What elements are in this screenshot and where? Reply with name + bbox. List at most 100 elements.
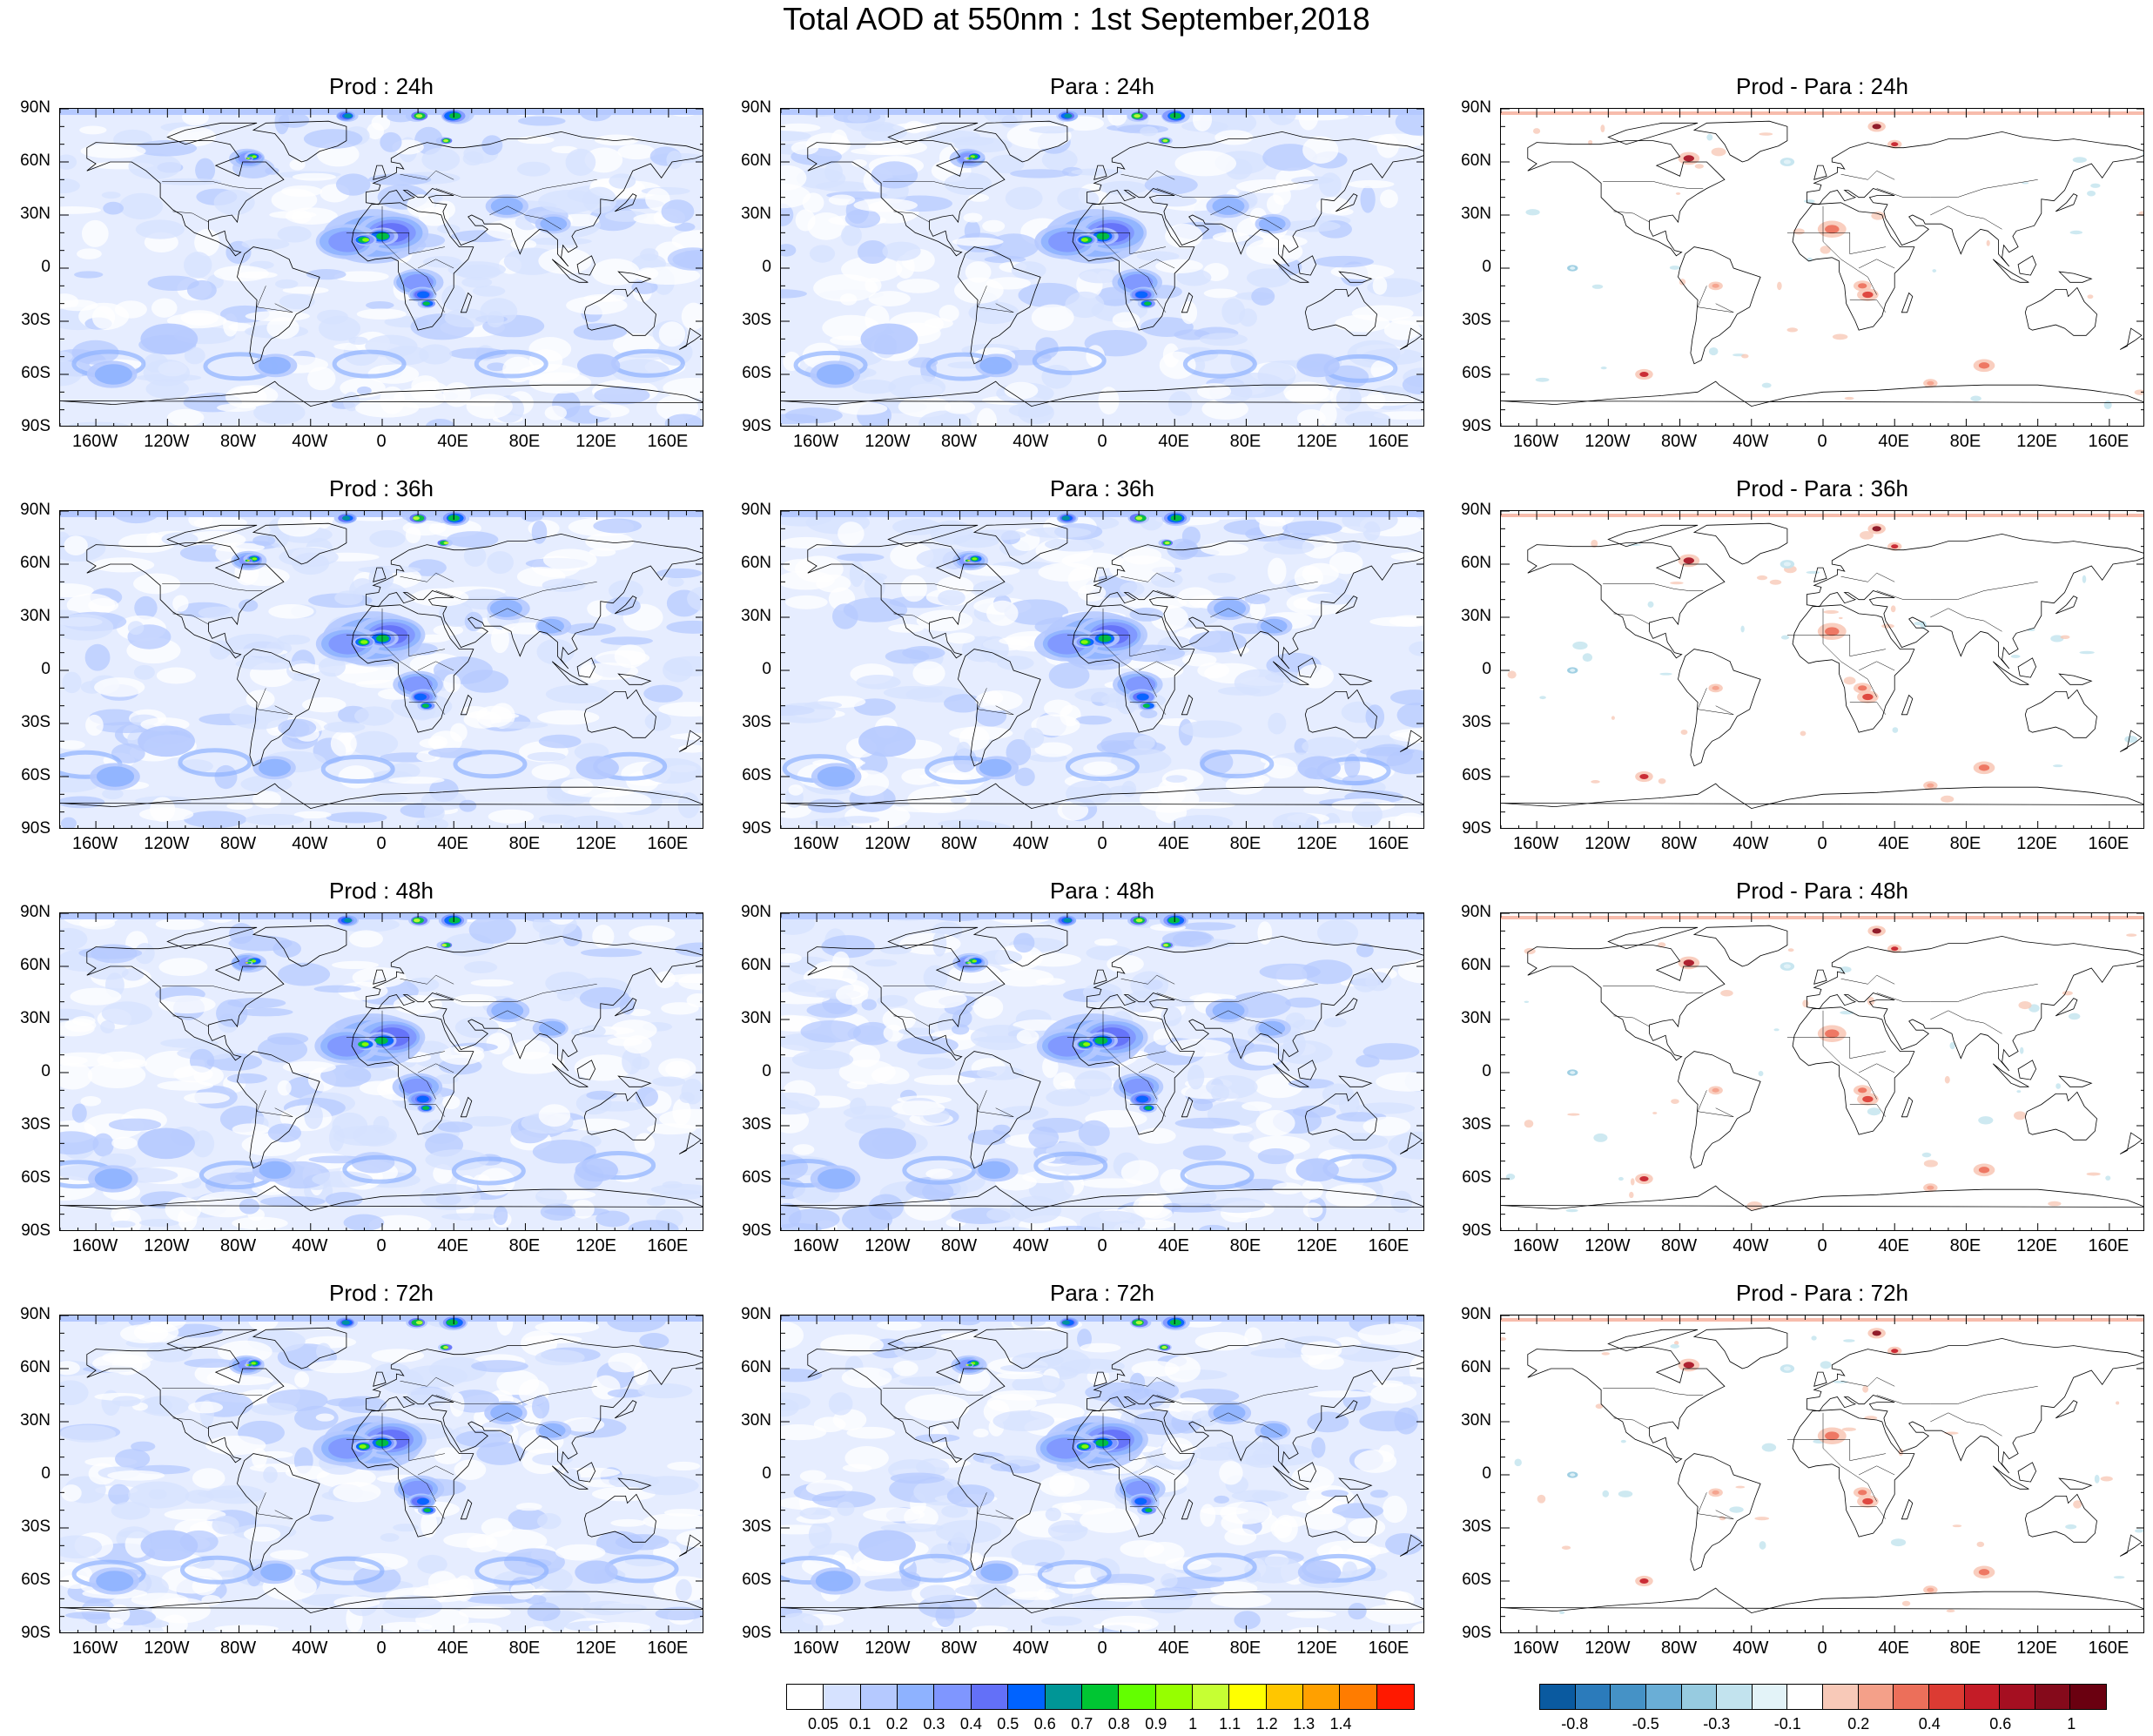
lon-tick-label: 80E xyxy=(1229,1236,1262,1255)
lon-tick-label: 160E xyxy=(647,432,689,451)
map-panel: Para : 48h 90N 60N 30N 0 30S 60S 90S 160W 120W 80W… xyxy=(741,878,1424,1282)
lat-tick-label: 60N xyxy=(741,956,771,974)
panel-title: Prod : 48h xyxy=(329,878,434,904)
aod-map xyxy=(59,510,703,829)
lat-tick-label: 0 xyxy=(762,660,771,678)
lat-tick-label: 90N xyxy=(1461,501,1491,519)
lon-tick-label: 120W xyxy=(865,834,911,853)
lat-tick-label: 60N xyxy=(20,956,50,974)
lon-tick-label: 160W xyxy=(792,1236,839,1255)
lon-tick-label: 40W xyxy=(1013,834,1049,853)
colorbar-swatch xyxy=(824,1685,861,1709)
lon-tick-label: 160E xyxy=(1368,834,1410,853)
lat-tick-label: 90S xyxy=(1462,417,1491,435)
lat-tick-label: 30S xyxy=(1462,311,1491,329)
lon-tick-label: 40W xyxy=(1013,1638,1049,1658)
lat-tick-label: 30S xyxy=(1462,713,1491,731)
lon-tick-label: 80W xyxy=(940,1638,978,1658)
lon-tick-label: 80E xyxy=(1949,1638,1981,1658)
colorbar-label: -0.1 xyxy=(1773,1715,1801,1733)
aod-colorbar-swatches xyxy=(786,1684,1415,1710)
lat-tick-label: 90N xyxy=(741,98,771,117)
colorbar-swatch xyxy=(1192,1685,1230,1709)
lon-tick-label: 160W xyxy=(1512,834,1559,853)
colorbar-swatch xyxy=(1964,1685,2001,1709)
lon-tick-label: 0 xyxy=(1097,834,1107,853)
lat-tick-label: 30N xyxy=(1461,1009,1491,1027)
lon-tick-label: 120W xyxy=(144,1638,190,1658)
lon-tick-label: 0 xyxy=(376,1638,387,1658)
lat-tick-label: 90S xyxy=(21,1221,50,1240)
lon-tick-label: 80W xyxy=(1660,432,1698,451)
lon-tick-label: 120E xyxy=(1296,1638,1338,1658)
lon-tick-label: 120W xyxy=(1584,1638,1631,1658)
lat-tick-label: 0 xyxy=(762,1464,771,1483)
colorbar-swatch xyxy=(1717,1685,1753,1709)
lon-tick-label: 160E xyxy=(1368,432,1410,451)
lat-tick-label: 0 xyxy=(1482,660,1491,678)
lat-tick-label: 60N xyxy=(1461,956,1491,974)
lon-tick-label: 40E xyxy=(437,1638,469,1658)
map-panel: Prod : 48h 90N 60N 30N 0 30S 60S 90S 160W 120W 80W… xyxy=(20,878,703,1282)
lon-tick-label: 40E xyxy=(1878,432,1910,451)
lat-tick-label: 30S xyxy=(1462,1517,1491,1536)
lat-tick-label: 90N xyxy=(20,501,50,519)
lon-tick-label: 160W xyxy=(1512,1236,1559,1255)
lat-tick-label: 60S xyxy=(1462,1168,1491,1187)
colorbar-label: 1 xyxy=(2067,1715,2076,1733)
map-panel: Para : 24h 90N 60N 30N 0 30S 60S 90S 160W 120W 80W… xyxy=(741,73,1424,477)
lat-tick-label: 0 xyxy=(41,1062,50,1080)
lat-tick-label: 90N xyxy=(741,501,771,519)
colorbar-label: 0.4 xyxy=(1918,1715,1941,1733)
colorbar-swatch xyxy=(2070,1685,2106,1709)
lat-tick-label: 60S xyxy=(1462,766,1491,784)
colorbar-swatch xyxy=(1155,1685,1193,1709)
lon-tick-label: 160E xyxy=(647,1638,689,1658)
colorbar-label: 0.8 xyxy=(1107,1715,1130,1733)
lat-tick-label: 90S xyxy=(742,1624,771,1642)
lat-tick-label: 30S xyxy=(21,311,50,329)
lon-tick-label: 120W xyxy=(144,432,190,451)
colorbar-label: 0.4 xyxy=(959,1715,982,1733)
lon-tick-label: 120E xyxy=(575,834,617,853)
lon-tick-label: 120W xyxy=(865,432,911,451)
lat-tick-label: 30N xyxy=(1461,205,1491,223)
map-panel: Prod - Para : 72h 90N 60N 30N 0 30S 60S 90S 160W… xyxy=(1461,1280,2144,1684)
map-panel: Prod - Para : 48h 90N 60N 30N 0 30S 60S 90S 160W… xyxy=(1461,878,2144,1282)
lon-tick-label: 160E xyxy=(2088,1236,2129,1255)
lon-tick-label: 120W xyxy=(144,834,190,853)
colorbar-swatch xyxy=(2000,1685,2035,1709)
lat-tick-label: 90S xyxy=(1462,1221,1491,1240)
lat-tick-label: 30N xyxy=(741,607,771,625)
lon-tick-label: 0 xyxy=(376,1236,387,1255)
lon-tick-label: 160W xyxy=(1512,1638,1559,1658)
colorbar-swatch xyxy=(1540,1685,1576,1709)
lat-tick-label: 60N xyxy=(20,151,50,170)
lat-tick-label: 60S xyxy=(21,1168,50,1187)
lat-tick-label: 30S xyxy=(742,1115,771,1134)
lat-tick-label: 30N xyxy=(20,205,50,223)
panel-title: Prod - Para : 36h xyxy=(1736,475,1908,501)
lat-tick-label: 90S xyxy=(742,819,771,838)
lon-tick-label: 120E xyxy=(575,1638,617,1658)
lon-tick-label: 160W xyxy=(71,432,118,451)
lon-tick-label: 80E xyxy=(508,1638,541,1658)
lat-tick-label: 90S xyxy=(1462,819,1491,838)
lon-tick-label: 120W xyxy=(1584,834,1631,853)
colorbar-label: 0.05 xyxy=(807,1715,838,1733)
aod-map xyxy=(59,912,703,1231)
lat-tick-label: 30N xyxy=(20,607,50,625)
colorbar-swatch xyxy=(1119,1685,1156,1709)
map-panel: Prod - Para : 36h 90N 60N 30N 0 30S 60S 90S 160W… xyxy=(1461,475,2144,879)
lon-tick-label: 80W xyxy=(219,1236,257,1255)
lat-tick-label: 60N xyxy=(1461,1358,1491,1376)
lat-tick-label: 30S xyxy=(742,1517,771,1536)
colorbar-swatch xyxy=(934,1685,972,1709)
difference-map xyxy=(1500,1315,2144,1633)
lon-tick-label: 40W xyxy=(1732,834,1769,853)
lat-tick-label: 90N xyxy=(1461,1305,1491,1323)
lon-tick-label: 0 xyxy=(1097,1236,1107,1255)
lon-tick-label: 40E xyxy=(437,1236,469,1255)
lon-tick-label: 120W xyxy=(865,1236,911,1255)
lon-tick-label: 160E xyxy=(2088,432,2129,451)
